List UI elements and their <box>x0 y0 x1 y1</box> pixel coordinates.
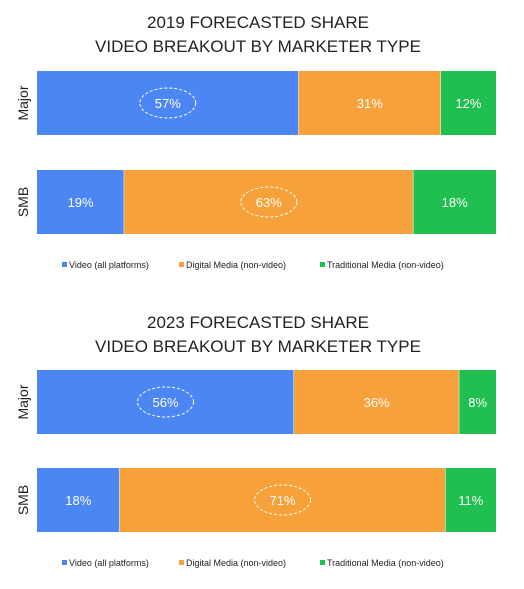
chart-title: 2019 FORECASTED SHARE <box>147 13 369 32</box>
legend-label: Digital Media (non-video) <box>186 260 286 270</box>
legend: Video (all platforms) Digital Media (non-… <box>62 260 444 270</box>
category-label: SMB <box>15 187 31 217</box>
data-label: 18% <box>65 493 91 508</box>
data-label: 12% <box>455 96 481 111</box>
legend-swatch <box>62 560 67 565</box>
chart-2023: 2023 FORECASTED SHARE VIDEO BREAKOUT BY … <box>15 313 496 568</box>
highlight-ellipse <box>137 386 195 418</box>
bar-smb-video <box>37 468 120 532</box>
legend-swatch <box>62 262 67 267</box>
category-label: SMB <box>15 485 31 515</box>
bar-major-traditional-media <box>459 370 496 434</box>
bar-major-digital-media <box>298 71 441 135</box>
bar-major-digital-media <box>294 370 460 434</box>
bar-major-video <box>37 71 299 135</box>
data-label: 71% <box>270 493 296 508</box>
data-label: 19% <box>68 195 94 210</box>
bar-smb-traditional-media <box>445 468 496 532</box>
data-label: 57% <box>155 96 181 111</box>
bar-group: 56% 36% 8% Major 18% 71% 11% SMB <box>15 370 496 532</box>
legend-label: Video (all platforms) <box>69 558 149 568</box>
chart-2019: 2019 FORECASTED SHARE VIDEO BREAKOUT BY … <box>15 13 496 270</box>
data-label: 8% <box>468 395 487 410</box>
legend-label: Digital Media (non-video) <box>186 558 286 568</box>
bar-smb-video <box>37 170 125 234</box>
legend: Video (all platforms) Digital Media (non-… <box>62 558 444 568</box>
legend-label: Traditional Media (non-video) <box>327 260 444 270</box>
category-label: Major <box>15 85 31 120</box>
chart-subtitle: VIDEO BREAKOUT BY MARKETER TYPE <box>95 37 421 56</box>
data-label: 18% <box>442 195 468 210</box>
legend-label: Video (all platforms) <box>69 260 149 270</box>
data-label: 56% <box>153 395 179 410</box>
legend-swatch <box>320 560 325 565</box>
bar-group: 57% 31% 12% Major 19% 63% 18% SMB <box>15 71 496 234</box>
highlight-ellipse <box>139 87 197 119</box>
data-label: 36% <box>364 395 390 410</box>
chart-subtitle: VIDEO BREAKOUT BY MARKETER TYPE <box>95 337 421 356</box>
bar-smb-traditional-media <box>413 170 496 234</box>
bar-smb-digital-media <box>119 468 446 532</box>
highlight-ellipse <box>254 484 312 516</box>
bar-major-video <box>37 370 295 434</box>
legend-swatch <box>179 262 184 267</box>
data-label: 31% <box>357 96 383 111</box>
chart-title: 2023 FORECASTED SHARE <box>147 313 369 332</box>
data-label: 11% <box>458 493 483 508</box>
data-label: 63% <box>256 195 282 210</box>
legend-swatch <box>179 560 184 565</box>
legend-label: Traditional Media (non-video) <box>327 558 444 568</box>
bar-major-traditional-media <box>440 71 496 135</box>
category-label: Major <box>15 384 31 419</box>
highlight-ellipse <box>240 186 298 218</box>
bar-smb-digital-media <box>124 170 414 234</box>
legend-swatch <box>320 262 325 267</box>
